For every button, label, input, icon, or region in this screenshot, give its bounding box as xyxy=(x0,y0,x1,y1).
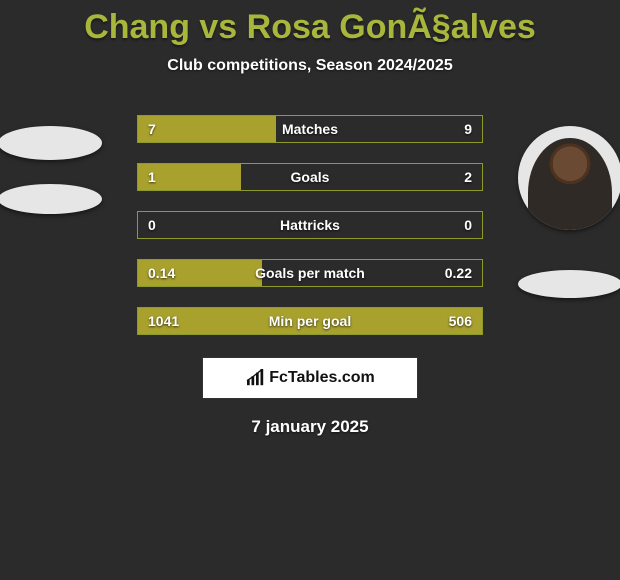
player-right-avatar xyxy=(518,126,620,230)
comparison-row: 79Matches xyxy=(137,115,483,143)
player-silhouette-icon xyxy=(528,138,611,230)
page-subtitle: Club competitions, Season 2024/2025 xyxy=(0,57,620,75)
comparison-row: 1041506Min per goal xyxy=(137,307,483,335)
bars-chart-icon xyxy=(245,369,267,387)
row-label: Goals xyxy=(138,169,482,185)
player-left-shadow-ellipse xyxy=(0,184,102,214)
player-left-avatar xyxy=(0,126,102,160)
player-right-avatar-group xyxy=(510,126,620,298)
player-right-shadow-ellipse xyxy=(518,270,620,298)
comparison-bars: 79Matches 12Goals 00Hattricks 0.140.22Goals… xyxy=(137,115,483,335)
page-title: Chang vs Rosa GonÃ§alves xyxy=(0,8,620,47)
comparison-row: 12Goals xyxy=(137,163,483,191)
fctables-logo: FcTables.com xyxy=(202,357,418,399)
row-label: Goals per match xyxy=(138,265,482,281)
as-of-date: 7 january 2025 xyxy=(0,417,620,437)
comparison-row: 0.140.22Goals per match xyxy=(137,259,483,287)
comparison-row: 00Hattricks xyxy=(137,211,483,239)
row-label: Min per goal xyxy=(138,313,482,329)
fctables-logo-text: FcTables.com xyxy=(269,369,375,387)
row-label: Matches xyxy=(138,121,482,137)
row-label: Hattricks xyxy=(138,217,482,233)
player-left-avatar-group xyxy=(0,126,110,214)
